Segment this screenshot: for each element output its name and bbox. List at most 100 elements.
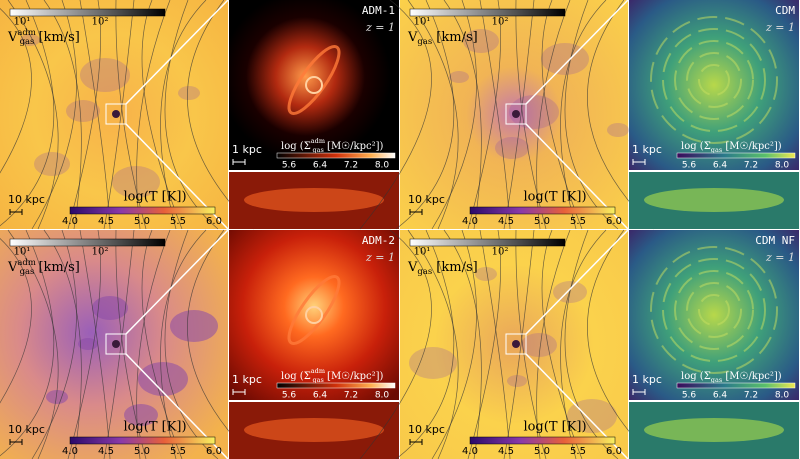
label-sub: gas [417,36,432,46]
streamline [431,0,477,230]
streamline [467,229,501,459]
scale-bar [409,209,423,215]
zoom-box [505,103,527,125]
streamline [141,229,183,459]
streamline [443,229,482,459]
label-sup: adm [17,257,35,267]
panel-title: CDM NF [755,234,795,247]
label-sup: adm [311,367,325,375]
density-colorbar [676,152,796,159]
streamline [407,229,459,459]
label-sub: gas [20,266,35,276]
density-tick-label: 7.2 [344,391,358,401]
streamline [31,0,77,230]
temperature-colorbar [469,206,616,215]
streamline [7,229,59,459]
streamline [67,229,101,459]
streamline [0,229,55,457]
label-unit: [km/s] [432,260,478,275]
streamline [443,0,482,230]
streamline [115,229,147,459]
streamline [560,229,607,459]
galaxy-core [512,340,520,348]
density-colorbar [276,152,396,159]
zoom-box [105,103,127,125]
edge-on-disk [244,188,384,212]
galaxy-core [512,110,520,118]
gas-patch [409,347,457,379]
spiral-arm [686,52,742,108]
streamline [515,0,547,230]
temperature-tick-label: 5.5 [170,216,186,227]
large-scale-label: 10 kpc [8,423,45,436]
scale-bar [232,159,246,165]
temperature-tick-label: 6.0 [206,216,222,227]
edge-on-disk [644,188,784,212]
spiral-arm [674,40,754,120]
temperature-tick-label: 6.0 [206,446,222,457]
redshift-label: z = 1 [765,21,795,34]
spiral-arm [674,270,754,350]
density-tick-label: 6.4 [313,161,328,171]
panel: 10¹ 10² Vgas [km/s] log(T [K]) 4.0 4.5 5.0 5.5 6… [359,0,799,230]
velocity-tick-label: 10² [492,247,509,258]
disk [287,275,341,345]
redshift-label: z = 1 [365,21,395,34]
gas-patch [449,71,469,83]
streamline [67,0,101,230]
temperature-tick-label: 5.0 [134,216,150,227]
temperature-tick-label: 6.0 [606,446,622,457]
streamline [141,0,183,230]
label-sub: gas [312,146,323,154]
streamline [536,229,571,459]
streamline [467,0,501,230]
label-unit: [M☉/kpc²]) [722,141,782,152]
gas-patch [607,123,629,137]
streamline [43,229,82,459]
density-tick-label: 8.0 [775,161,790,171]
zoom-line [525,0,629,105]
velocity-tick-label: 10¹ [414,247,431,258]
label-unit: [km/s] [34,260,80,275]
gas-patch [507,375,527,387]
streamline [0,238,32,404]
temperature-tick-label: 4.0 [462,216,478,227]
math-label: Vadm gas [km/s] [7,257,80,276]
temperature-tick-label: 5.0 [534,446,550,457]
panel: 10¹ 10² Vgas [km/s] log(T [K]) 4.0 4.5 5.0 5.5 6… [359,229,799,459]
temperature-tick-label: 4.5 [498,446,514,457]
spiral-arm [698,294,730,326]
temperature-tick-label: 4.5 [498,216,514,227]
edge-on-disk [244,418,384,442]
density-tick-label: 7.2 [744,391,758,401]
velocity-colorbar [9,8,166,17]
galaxy-core [112,340,120,348]
velocity-colorbar [409,238,566,247]
density-tick-label: 8.0 [375,161,390,171]
math-label: log (Σadm gas [M☉/kpc²]) [281,137,383,154]
zoom-map [229,0,399,170]
redshift-label: z = 1 [765,251,795,264]
density-tick-label: 6.4 [713,391,728,401]
temperature-colorbar [469,436,616,445]
gas-patch [521,333,557,357]
temperature-colorbar [69,206,216,215]
gas-patch [178,86,200,100]
math-label: log (Σgas [M☉/kpc²]) [681,371,782,385]
math-label: Vgas [km/s] [407,30,478,46]
small-scale-label: 1 kpc [632,143,662,156]
streamline [31,229,77,459]
streamline [0,8,32,174]
disk-core [305,306,323,324]
label-main: V [7,30,18,45]
temperature-tick-label: 4.0 [62,446,78,457]
panel-title: ADM-1 [362,4,395,17]
math-label: Vadm gas [km/s] [7,27,80,46]
label-unit: [M☉/kpc²]) [324,371,384,382]
streamline [187,0,255,230]
label-unit: [km/s] [34,30,80,45]
zoom-line [125,229,229,335]
temperature-tick-label: 4.0 [462,446,478,457]
